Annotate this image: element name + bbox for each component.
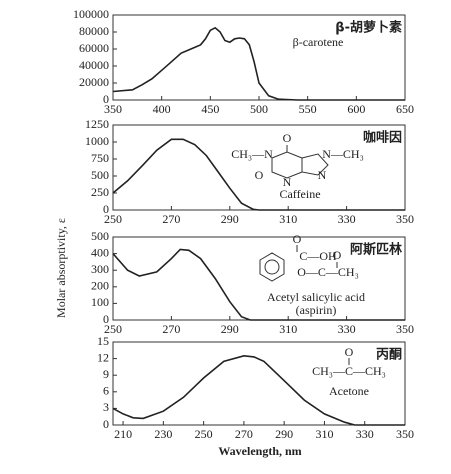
compound-name: β-胡萝卜素 [335,20,402,36]
plot-frame [112,341,406,426]
x-tick-label: 350 [104,102,122,116]
structure-sketch [259,145,350,365]
y-tick-label: 80000 [79,24,109,38]
x-tick-label: 250 [104,322,122,336]
y-tick-label: 6 [103,384,109,398]
x-tick-label: 400 [153,102,171,116]
x-tick-label: 250 [104,212,122,226]
y-tick-label: 15 [97,334,109,348]
spectrum-line [112,26,405,101]
structure-label: Acetone [329,384,369,398]
y-tick-label: 20000 [79,75,109,89]
y-tick-label: 0 [103,92,109,106]
x-tick-label: 600 [347,102,365,116]
structure-label: N—CH₃ [322,147,364,161]
structure-label: Caffeine [279,187,320,201]
y-tick-label: 200 [91,279,109,293]
structure-label: O [255,168,264,182]
y-tick-label: 9 [103,367,109,381]
structure-label: O—C—CH₃ [297,265,359,279]
x-tick-label: 650 [396,102,414,116]
x-tick-label: 270 [162,322,180,336]
x-tick-label: 310 [315,427,333,441]
x-tick-label: 550 [299,102,317,116]
x-tick-label: 250 [195,427,213,441]
spectrum-line [112,354,405,426]
x-tick-label: 330 [356,427,374,441]
y-axis-label: Molar absorptivity, ε [54,218,68,318]
structure-label: CH₃—N [231,147,273,161]
structure-label: O [333,248,342,262]
y-tick-label: 500 [91,229,109,243]
x-tick-label: 210 [114,427,132,441]
y-tick-label: 250 [91,185,109,199]
spectrum-line [112,248,405,321]
compound-name: 咖啡因 [363,130,402,146]
x-tick-label: 270 [235,427,253,441]
x-tick-label: 350 [396,322,414,336]
x-tick-label: 350 [396,427,414,441]
structure-label: CH₃—C—CH₃ [312,364,386,378]
y-tick-label: 12 [97,350,109,364]
structure-label: O [293,232,302,246]
y-tick-label: 3 [103,400,109,414]
structure-label: O [345,345,354,359]
structure-label: (aspirin) [296,303,337,317]
compound-name: 阿斯匹林 [350,242,402,258]
structure-label: N [283,175,292,189]
x-tick-label: 290 [221,322,239,336]
x-tick-label: 230 [154,427,172,441]
x-tick-label: 270 [162,212,180,226]
y-tick-label: 400 [91,245,109,259]
x-tick-label: 330 [338,212,356,226]
x-tick-label: 310 [279,322,297,336]
spectrum-line [112,138,405,211]
y-tick-label: 60000 [79,41,109,55]
x-tick-label: 310 [279,212,297,226]
x-axis-label: Wavelength, nm [218,444,301,458]
y-tick-label: 500 [91,168,109,182]
structure-label: N [318,168,327,182]
compound-name: 丙酮 [376,348,402,363]
y-tick-label: 0 [103,202,109,216]
y-tick-label: 100000 [73,7,109,21]
y-tick-label: 0 [103,312,109,326]
x-tick-label: 290 [221,212,239,226]
y-tick-label: 1000 [85,134,109,148]
y-tick-label: 750 [91,151,109,165]
x-tick-label: 450 [201,102,219,116]
structure-label: Acetyl salicylic acid [267,290,365,304]
y-tick-label: 0 [103,417,109,431]
y-tick-label: 40000 [79,58,109,72]
x-tick-label: 350 [396,212,414,226]
structure-label: C—OH [299,249,337,263]
x-tick-label: 330 [338,322,356,336]
x-tick-label: 290 [275,427,293,441]
x-tick-label: 500 [250,102,268,116]
structure-label: β-carotene [293,35,344,49]
y-tick-label: 100 [91,295,109,309]
y-tick-label: 300 [91,262,109,276]
structure-label: O [283,131,292,145]
y-tick-label: 1250 [85,117,109,131]
